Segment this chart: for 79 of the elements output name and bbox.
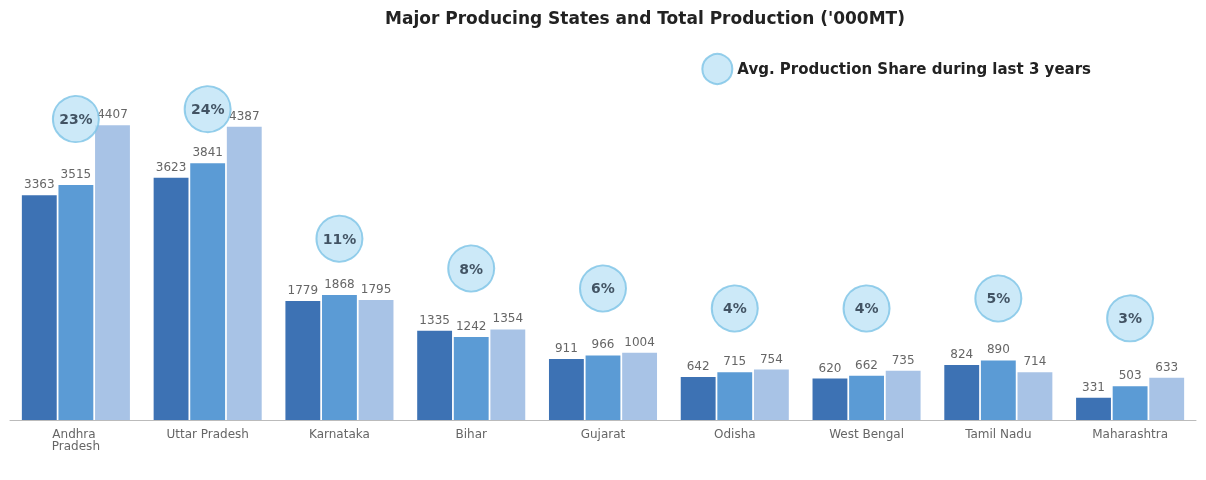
data-label: 1868 bbox=[324, 277, 355, 292]
bar bbox=[453, 336, 489, 420]
data-label: 3841 bbox=[192, 145, 223, 160]
bar bbox=[490, 329, 526, 420]
x-tick-label: Andhra Pradesh bbox=[51, 427, 100, 453]
x-tick-label: Gujarat bbox=[580, 427, 626, 441]
bar bbox=[153, 177, 189, 420]
bar bbox=[1149, 377, 1185, 420]
x-tick-label: Bihar bbox=[455, 427, 488, 441]
data-label: 503 bbox=[1118, 368, 1142, 383]
bar bbox=[585, 355, 621, 420]
bar bbox=[322, 295, 357, 420]
data-label: 6% bbox=[591, 280, 615, 297]
x-tick-label: West Bengal bbox=[829, 427, 904, 441]
bar bbox=[285, 301, 321, 420]
bar bbox=[717, 372, 753, 420]
data-label: 824 bbox=[950, 346, 974, 361]
data-label: 3623 bbox=[155, 159, 187, 174]
legend-label: Avg. Production Share during last 3 years bbox=[737, 60, 1092, 78]
data-label: 633 bbox=[1155, 359, 1179, 374]
data-label: 3515 bbox=[60, 166, 92, 181]
chart-title: Major Producing States and Total Production ('000MT) bbox=[385, 7, 905, 28]
data-label: 715 bbox=[723, 354, 747, 369]
data-label: 662 bbox=[855, 357, 879, 372]
point bbox=[579, 264, 627, 313]
data-label: 3363 bbox=[24, 177, 55, 192]
bar bbox=[21, 195, 57, 420]
bar bbox=[358, 299, 394, 420]
bar bbox=[95, 125, 130, 420]
data-label: 966 bbox=[591, 337, 615, 352]
data-label: 1795 bbox=[360, 281, 392, 296]
data-label: 4% bbox=[854, 300, 879, 317]
point bbox=[842, 284, 891, 333]
data-label: 714 bbox=[1023, 354, 1047, 369]
data-label: 331 bbox=[1082, 379, 1105, 394]
data-label: 642 bbox=[686, 359, 710, 374]
data-label: 11% bbox=[322, 230, 357, 247]
data-label: 754 bbox=[759, 351, 783, 366]
bar bbox=[1076, 397, 1111, 420]
data-label: 24% bbox=[190, 101, 225, 118]
data-label: 1004 bbox=[624, 334, 655, 349]
bar bbox=[226, 126, 262, 420]
x-tick-label: Uttar Pradesh bbox=[166, 427, 249, 441]
data-label: 1354 bbox=[492, 311, 524, 326]
x-tick-label: Tamil Nadu bbox=[964, 427, 1032, 441]
bar bbox=[622, 352, 658, 420]
point bbox=[447, 244, 496, 293]
data-label: 5% bbox=[986, 290, 1011, 307]
data-label: 890 bbox=[986, 342, 1010, 357]
bar bbox=[680, 377, 716, 420]
data-label: 8% bbox=[459, 260, 484, 277]
data-label: 1335 bbox=[419, 312, 450, 327]
bar bbox=[58, 184, 94, 420]
data-label: 735 bbox=[891, 352, 915, 367]
data-label: 3% bbox=[1118, 310, 1142, 327]
bar bbox=[812, 378, 848, 420]
bar bbox=[753, 369, 789, 420]
x-tick-label: Maharashtra bbox=[1092, 427, 1169, 441]
bar bbox=[548, 359, 584, 420]
bar bbox=[417, 330, 453, 420]
data-label: 911 bbox=[554, 341, 578, 356]
point bbox=[974, 274, 1023, 323]
bar bbox=[1017, 372, 1053, 420]
bar bbox=[885, 370, 921, 420]
data-label: 4% bbox=[722, 300, 747, 317]
bar bbox=[1112, 386, 1148, 420]
x-tick-label: Odisha bbox=[713, 427, 756, 441]
point bbox=[710, 284, 759, 333]
data-label: 23% bbox=[59, 111, 93, 128]
bar bbox=[944, 364, 980, 420]
point bbox=[1106, 294, 1155, 343]
bar bbox=[190, 163, 226, 420]
data-label: 620 bbox=[818, 360, 842, 375]
bar bbox=[980, 360, 1016, 420]
data-label: 4387 bbox=[228, 108, 260, 123]
x-tick-label: Karnataka bbox=[309, 427, 370, 441]
data-label: 1242 bbox=[455, 318, 487, 333]
bar bbox=[849, 375, 884, 420]
data-label: 1779 bbox=[287, 283, 319, 298]
